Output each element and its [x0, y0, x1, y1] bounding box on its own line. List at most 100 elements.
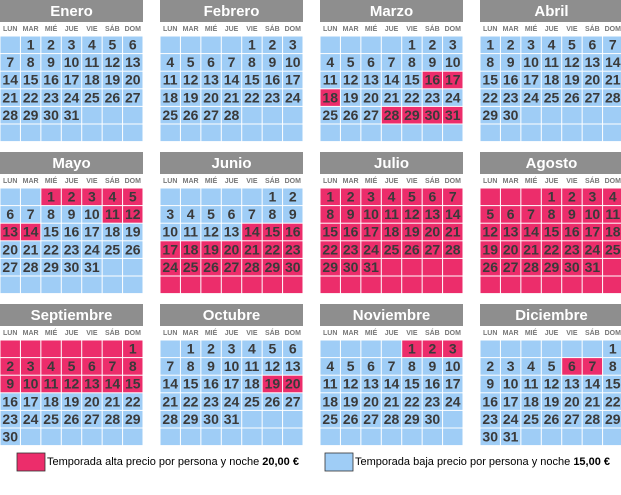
day-cell — [603, 89, 621, 106]
day-cell — [160, 358, 180, 375]
weekday: VIE — [86, 330, 98, 337]
day-number: 14 — [244, 224, 260, 240]
day-cell — [361, 89, 381, 106]
day-number: 30 — [64, 259, 80, 275]
day-cell — [562, 258, 582, 276]
day-cell — [381, 223, 402, 241]
day-cell — [262, 223, 283, 241]
day-cell — [20, 375, 41, 393]
day-cell — [381, 258, 402, 276]
day-cell — [123, 188, 143, 206]
day-number: 8 — [47, 206, 55, 222]
day-number: 4 — [248, 341, 256, 357]
day-cell — [603, 393, 621, 410]
day-number: 23 — [43, 89, 59, 105]
day-number: 16 — [564, 224, 580, 240]
day-number: 13 — [585, 54, 601, 70]
day-cell — [180, 375, 201, 393]
day-cell — [242, 206, 262, 223]
day-number: 13 — [2, 224, 18, 240]
day-number: 29 — [23, 107, 39, 123]
day-cell — [123, 124, 143, 142]
day-number: 11 — [323, 72, 338, 88]
day-number: 19 — [183, 89, 199, 105]
day-cell — [61, 241, 82, 258]
day-cell — [443, 124, 463, 142]
day-number: 29 — [404, 411, 420, 427]
day-cell — [61, 375, 82, 393]
weekday: MIÉ — [205, 328, 218, 337]
day-cell — [0, 276, 20, 294]
day-number: 23 — [503, 89, 519, 105]
day-cell — [480, 276, 500, 294]
day-cell — [500, 54, 521, 71]
weekday: SÁB — [425, 24, 440, 33]
day-cell — [20, 71, 41, 89]
day-cell — [582, 71, 603, 89]
day-number: 11 — [384, 206, 399, 222]
day-number: 5 — [347, 358, 355, 374]
day-number: 5 — [548, 358, 556, 374]
day-cell — [123, 241, 143, 258]
day-cell — [201, 358, 221, 375]
day-cell — [102, 89, 123, 106]
day-number: 21 — [162, 393, 178, 409]
day-number: 21 — [105, 393, 121, 409]
weekday: DOM — [285, 26, 302, 33]
day-number: 10 — [64, 54, 80, 70]
day-cell — [283, 188, 303, 206]
weekday: DOM — [445, 178, 462, 185]
day-cell — [82, 54, 102, 71]
day-cell — [221, 358, 242, 375]
day-number: 23 — [425, 89, 441, 105]
legend-text: Temporada baja precio por persona y noch… — [355, 456, 610, 468]
day-number: 17 — [64, 72, 80, 88]
day-cell — [443, 258, 463, 276]
day-cell — [262, 410, 283, 428]
day-number: 10 — [445, 54, 461, 70]
day-cell — [0, 71, 20, 89]
day-number: 5 — [187, 54, 195, 70]
day-cell — [500, 206, 521, 223]
day-number: 2 — [68, 189, 76, 205]
day-number: 25 — [43, 411, 59, 427]
weekday: MAR — [183, 26, 199, 33]
day-cell — [422, 241, 443, 258]
day-cell — [20, 89, 41, 106]
day-cell — [0, 89, 20, 106]
day-cell — [320, 258, 340, 276]
weekday: LUN — [163, 178, 177, 185]
day-cell — [41, 71, 61, 89]
day-number: 28 — [244, 259, 260, 275]
day-number: 1 — [326, 189, 334, 205]
day-cell — [582, 375, 603, 393]
day-cell — [541, 106, 562, 124]
day-cell — [221, 410, 242, 428]
day-number: 28 — [23, 259, 39, 275]
day-cell — [480, 393, 500, 410]
day-cell — [0, 393, 20, 410]
weekday: VIE — [566, 26, 578, 33]
day-cell — [61, 410, 82, 428]
day-cell — [221, 89, 242, 106]
day-cell — [102, 258, 123, 276]
day-cell — [283, 36, 303, 54]
day-number: 4 — [47, 358, 55, 374]
day-number: 26 — [125, 241, 141, 257]
day-cell — [283, 428, 303, 446]
day-number: 15 — [482, 72, 498, 88]
day-number: 22 — [544, 241, 560, 257]
day-number: 13 — [84, 376, 100, 392]
day-number: 25 — [384, 241, 400, 257]
day-cell — [340, 89, 361, 106]
day-cell — [221, 428, 242, 446]
day-cell — [603, 428, 621, 446]
day-cell — [0, 241, 20, 258]
day-cell — [603, 188, 621, 206]
day-cell — [500, 393, 521, 410]
day-number: 7 — [527, 206, 535, 222]
day-cell — [102, 340, 123, 358]
month-header — [0, 304, 143, 326]
day-cell — [582, 206, 603, 223]
